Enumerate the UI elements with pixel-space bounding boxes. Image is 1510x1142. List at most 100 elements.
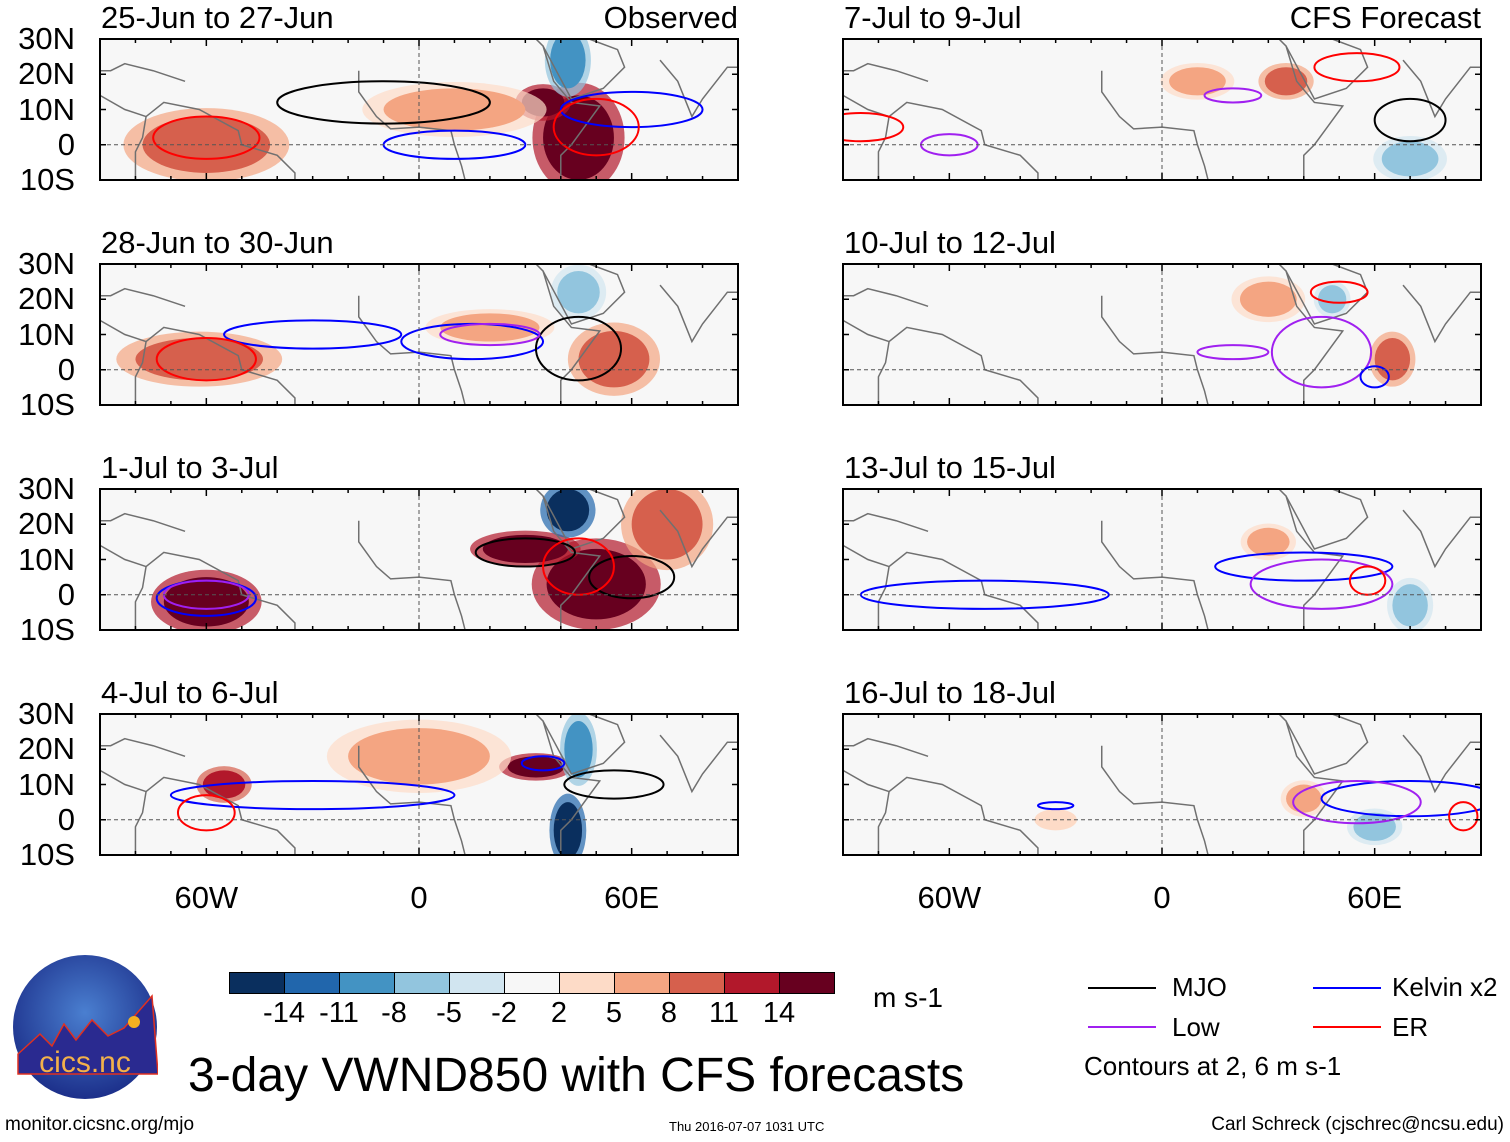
wave-contour — [1373, 97, 1447, 143]
anomaly-shading — [1381, 141, 1439, 177]
observed-panel-1 — [99, 38, 739, 181]
lat-label: 10S — [19, 162, 75, 197]
legend-er-line — [1313, 1026, 1381, 1028]
lat-label: 0 — [57, 576, 75, 612]
coastline — [1276, 713, 1345, 855]
observed-panel-4-title: 4-Jul to 6-Jul — [101, 675, 279, 710]
lat-label: 30N — [18, 696, 75, 731]
wave-contour — [474, 537, 576, 568]
colorbar-swatch — [724, 972, 780, 994]
coastline — [1276, 488, 1345, 630]
colorbar-tick-label: 8 — [660, 997, 678, 1029]
coastline — [842, 319, 1039, 405]
forecast-panel-4 — [842, 713, 1482, 856]
forecast-panel-1-title: 7-Jul to 9-Jul — [844, 0, 1022, 35]
wave-contour — [842, 112, 905, 143]
legend-er-label: ER — [1392, 1012, 1429, 1042]
coastline — [1276, 263, 1345, 405]
lat-label: 20N — [18, 731, 75, 767]
anomaly-shading — [557, 271, 600, 314]
observed-panel-2 — [99, 263, 739, 406]
lat-label: 20N — [18, 56, 75, 92]
observed-panel-4 — [99, 713, 739, 856]
wave-contour — [276, 80, 491, 125]
anomaly-shading — [1392, 584, 1428, 627]
coastline — [100, 737, 186, 758]
wave-contour — [1036, 801, 1075, 811]
footer-url[interactable]: monitor.cicsnc.org/mjo — [5, 1114, 195, 1135]
coastline — [99, 94, 296, 180]
anomaly-shading — [546, 489, 590, 532]
lat-label: 30N — [18, 21, 75, 56]
wave-contour — [1313, 52, 1401, 83]
colorbar-swatch — [779, 972, 835, 994]
wave-contour — [1359, 365, 1390, 389]
coastline — [1100, 745, 1209, 856]
lon-label: 60E — [604, 880, 660, 915]
lon-label: 0 — [410, 880, 428, 915]
coastline — [843, 62, 929, 83]
coastline — [357, 745, 466, 856]
footer-credit: Carl Schreck (cjschrec@ncsu.edu) — [1211, 1114, 1504, 1135]
legend-kelvin-line — [1313, 987, 1381, 989]
coastline — [99, 544, 296, 630]
observed-panel-1-title: 25-Jun to 27-Jun — [101, 0, 334, 35]
legend-low-label: Low — [1172, 1012, 1220, 1042]
observed-panel-3-title: 1-Jul to 3-Jul — [101, 450, 279, 485]
panel-frame — [99, 713, 739, 856]
lat-label: 30N — [18, 471, 75, 506]
colorbar-units: m s-1 — [873, 982, 943, 1013]
logo-text: cics.nc — [39, 1046, 131, 1079]
colorbar-swatch — [559, 972, 615, 994]
colorbar-tick-label: -14 — [263, 997, 305, 1029]
coastline — [357, 295, 466, 406]
lat-label: 10N — [18, 766, 75, 802]
anomaly-shading — [1247, 527, 1290, 556]
coastline — [1285, 263, 1369, 325]
wave-contour — [588, 554, 676, 600]
colorbar-tick-label: -8 — [381, 997, 407, 1029]
panel-frame — [842, 38, 1482, 181]
lat-label: 20N — [18, 281, 75, 317]
lat-label: 10N — [18, 316, 75, 352]
coastline — [1285, 713, 1369, 775]
anomaly-shading — [1286, 784, 1322, 813]
wave-contour — [1292, 779, 1422, 825]
legend-low-line — [1088, 1026, 1156, 1028]
coastline — [100, 287, 186, 308]
footer-timestamp: Thu 2016-07-07 1031 UTC — [669, 1119, 825, 1134]
colorbar-swatch — [394, 972, 450, 994]
wave-contour — [552, 97, 640, 157]
legend-mjo-label: MJO — [1172, 972, 1227, 1002]
colorbar-tick-label: 2 — [550, 997, 568, 1029]
wave-contour — [520, 755, 566, 772]
wave-contour — [1448, 801, 1479, 832]
coastline — [542, 38, 626, 100]
lat-label: 10S — [19, 837, 75, 872]
panel-frame — [99, 488, 739, 631]
wave-contour — [534, 315, 623, 382]
observed-panel-3 — [99, 488, 739, 631]
colorbar-swatch — [449, 972, 505, 994]
colorbar-tick-label: -11 — [319, 997, 359, 1029]
lat-label: 10N — [18, 541, 75, 577]
observed-panel-2-title: 28-Jun to 30-Jun — [101, 225, 334, 260]
wave-contour — [1214, 551, 1394, 582]
coastline — [1402, 509, 1481, 569]
lat-label: 0 — [57, 351, 75, 387]
panel-frame — [842, 488, 1482, 631]
wave-contour — [1203, 87, 1263, 104]
anomaly-shading — [631, 489, 703, 560]
lat-label: 10S — [19, 612, 75, 647]
colorbar-swatch — [504, 972, 560, 994]
wave-contour — [169, 779, 456, 811]
coastline — [843, 737, 929, 758]
legend-mjo-line — [1088, 987, 1156, 989]
lat-label: 30N — [18, 246, 75, 281]
forecast-panel-3-title: 13-Jul to 15-Jul — [844, 450, 1056, 485]
cics-logo: cics.nc — [13, 955, 158, 1099]
coastline — [659, 59, 738, 119]
coastline — [1285, 38, 1369, 100]
lat-label: 10S — [19, 387, 75, 422]
coastline — [842, 769, 1039, 855]
